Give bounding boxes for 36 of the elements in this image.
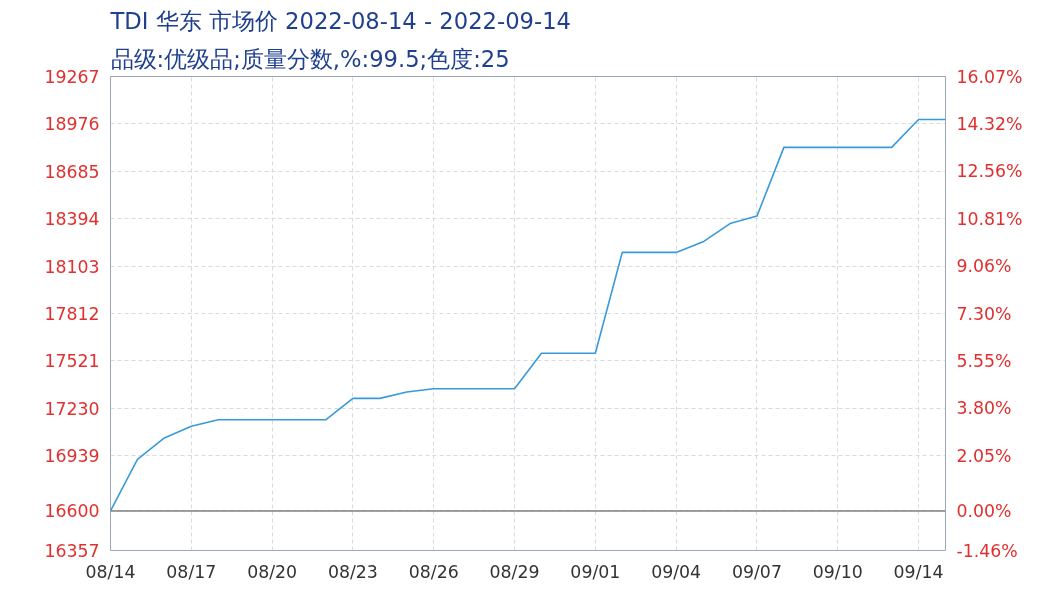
y-tick-label: 16939 xyxy=(44,446,100,467)
y-tick-label: 17230 xyxy=(44,398,100,419)
y2-tick-label: 2.05% xyxy=(956,445,1012,466)
x-tick-label: 09/04 xyxy=(651,561,702,582)
x-tick-label: 08/23 xyxy=(327,561,378,582)
y-tick-label: 18976 xyxy=(44,114,100,135)
x-tick-label: 09/10 xyxy=(812,561,863,582)
y-tick-label: 18103 xyxy=(44,256,100,277)
x-tick-label: 08/14 xyxy=(85,561,136,582)
y-tick-label: 19267 xyxy=(44,67,100,87)
y-tick-label: 16357 xyxy=(44,541,100,561)
x-tick-label: 09/01 xyxy=(570,561,621,582)
y-tick-label: 17521 xyxy=(44,351,100,372)
x-tick-label: 09/07 xyxy=(731,561,782,582)
x-tick-label: 08/26 xyxy=(408,561,459,582)
y2-tick-label: 3.80% xyxy=(956,398,1012,419)
y-tick-label: 18685 xyxy=(44,161,100,182)
y2-tick-label: 10.81% xyxy=(956,208,1023,229)
y-tick-label: 16600 xyxy=(44,501,100,522)
line-series xyxy=(110,118,946,512)
chart-subtitle: 品级:优级品;质量分数,%:99.5;色度:25 xyxy=(110,45,510,72)
x-tick-label: 08/17 xyxy=(166,561,217,582)
x-tick-label: 08/20 xyxy=(247,561,298,582)
x-tick-label: 09/14 xyxy=(893,561,944,582)
y2-tick-label: 12.56% xyxy=(956,161,1023,182)
y2-tick-label: 16.07% xyxy=(956,66,1023,87)
y2-tick-label: -1.46% xyxy=(956,540,1018,561)
x-tick-label: 08/29 xyxy=(489,561,540,582)
y2-tick-label: 9.06% xyxy=(956,256,1012,277)
chart-title: TDI 华东 市场价 2022-08-14 - 2022-09-14 xyxy=(109,7,571,34)
y2-tick-label: 14.32% xyxy=(956,113,1023,134)
y2-tick-label: 7.30% xyxy=(956,303,1012,324)
y-tick-label: 18394 xyxy=(44,209,100,230)
y-tick-label: 17812 xyxy=(44,304,100,324)
y2-tick-label: 5.55% xyxy=(956,350,1012,371)
y2-tick-label: 0.00% xyxy=(956,501,1012,522)
